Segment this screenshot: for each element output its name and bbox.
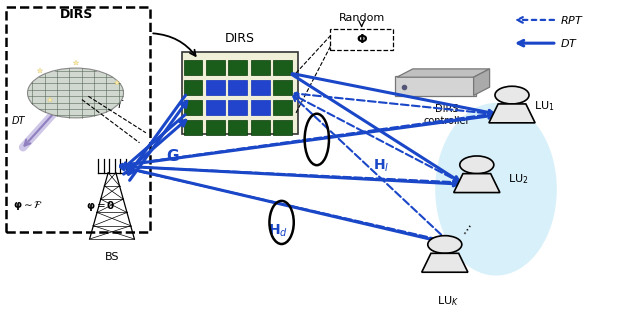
FancyBboxPatch shape [273,100,292,115]
FancyBboxPatch shape [228,120,247,135]
Circle shape [495,86,529,104]
Polygon shape [397,69,490,77]
FancyBboxPatch shape [206,60,225,75]
Text: DIRS
controller: DIRS controller [423,104,470,126]
FancyBboxPatch shape [251,120,269,135]
Polygon shape [422,253,468,272]
Text: $\boldsymbol{\varphi} \sim \mathcal{F}$: $\boldsymbol{\varphi} \sim \mathcal{F}$ [13,199,43,212]
Text: $\mathbf{H}_d$: $\mathbf{H}_d$ [268,222,289,239]
FancyBboxPatch shape [184,80,202,95]
FancyBboxPatch shape [184,120,202,135]
Circle shape [428,236,462,253]
Text: BS: BS [105,252,119,262]
FancyBboxPatch shape [182,52,298,134]
FancyBboxPatch shape [251,80,269,95]
Text: $\mathbf{G}$: $\mathbf{G}$ [166,148,179,164]
Text: $\cdots$: $\cdots$ [458,220,476,238]
FancyBboxPatch shape [6,7,150,232]
FancyBboxPatch shape [184,60,202,75]
Text: LU$_2$: LU$_2$ [508,172,528,186]
Polygon shape [454,174,500,193]
Text: $\mathbf{H}_I$: $\mathbf{H}_I$ [372,158,389,174]
FancyBboxPatch shape [228,80,247,95]
Polygon shape [489,104,535,123]
Text: LU$_1$: LU$_1$ [534,99,555,113]
Ellipse shape [435,103,557,276]
FancyBboxPatch shape [228,60,247,75]
Text: DIRS: DIRS [60,8,93,22]
FancyBboxPatch shape [251,100,269,115]
Text: $\mathbf{\Phi}$: $\mathbf{\Phi}$ [356,33,367,46]
FancyBboxPatch shape [273,80,292,95]
FancyBboxPatch shape [184,100,202,115]
Circle shape [28,68,124,118]
Text: LU$_K$: LU$_K$ [437,294,459,308]
FancyBboxPatch shape [228,100,247,115]
FancyBboxPatch shape [206,100,225,115]
FancyBboxPatch shape [395,76,476,96]
FancyBboxPatch shape [273,60,292,75]
Text: $\boldsymbol{\varphi} = \mathbf{0}$: $\boldsymbol{\varphi} = \mathbf{0}$ [86,199,116,213]
FancyBboxPatch shape [330,29,393,50]
FancyBboxPatch shape [273,120,292,135]
Text: $\mathit{DT}$: $\mathit{DT}$ [560,37,578,49]
Polygon shape [474,69,490,96]
Text: Random: Random [339,13,385,23]
Circle shape [460,156,494,174]
Text: DT: DT [12,116,25,126]
FancyBboxPatch shape [251,60,269,75]
Text: $\mathit{RPT}$: $\mathit{RPT}$ [560,14,584,26]
FancyBboxPatch shape [206,80,225,95]
Text: PT: PT [112,100,124,110]
Text: DIRS: DIRS [225,32,255,45]
FancyBboxPatch shape [206,120,225,135]
